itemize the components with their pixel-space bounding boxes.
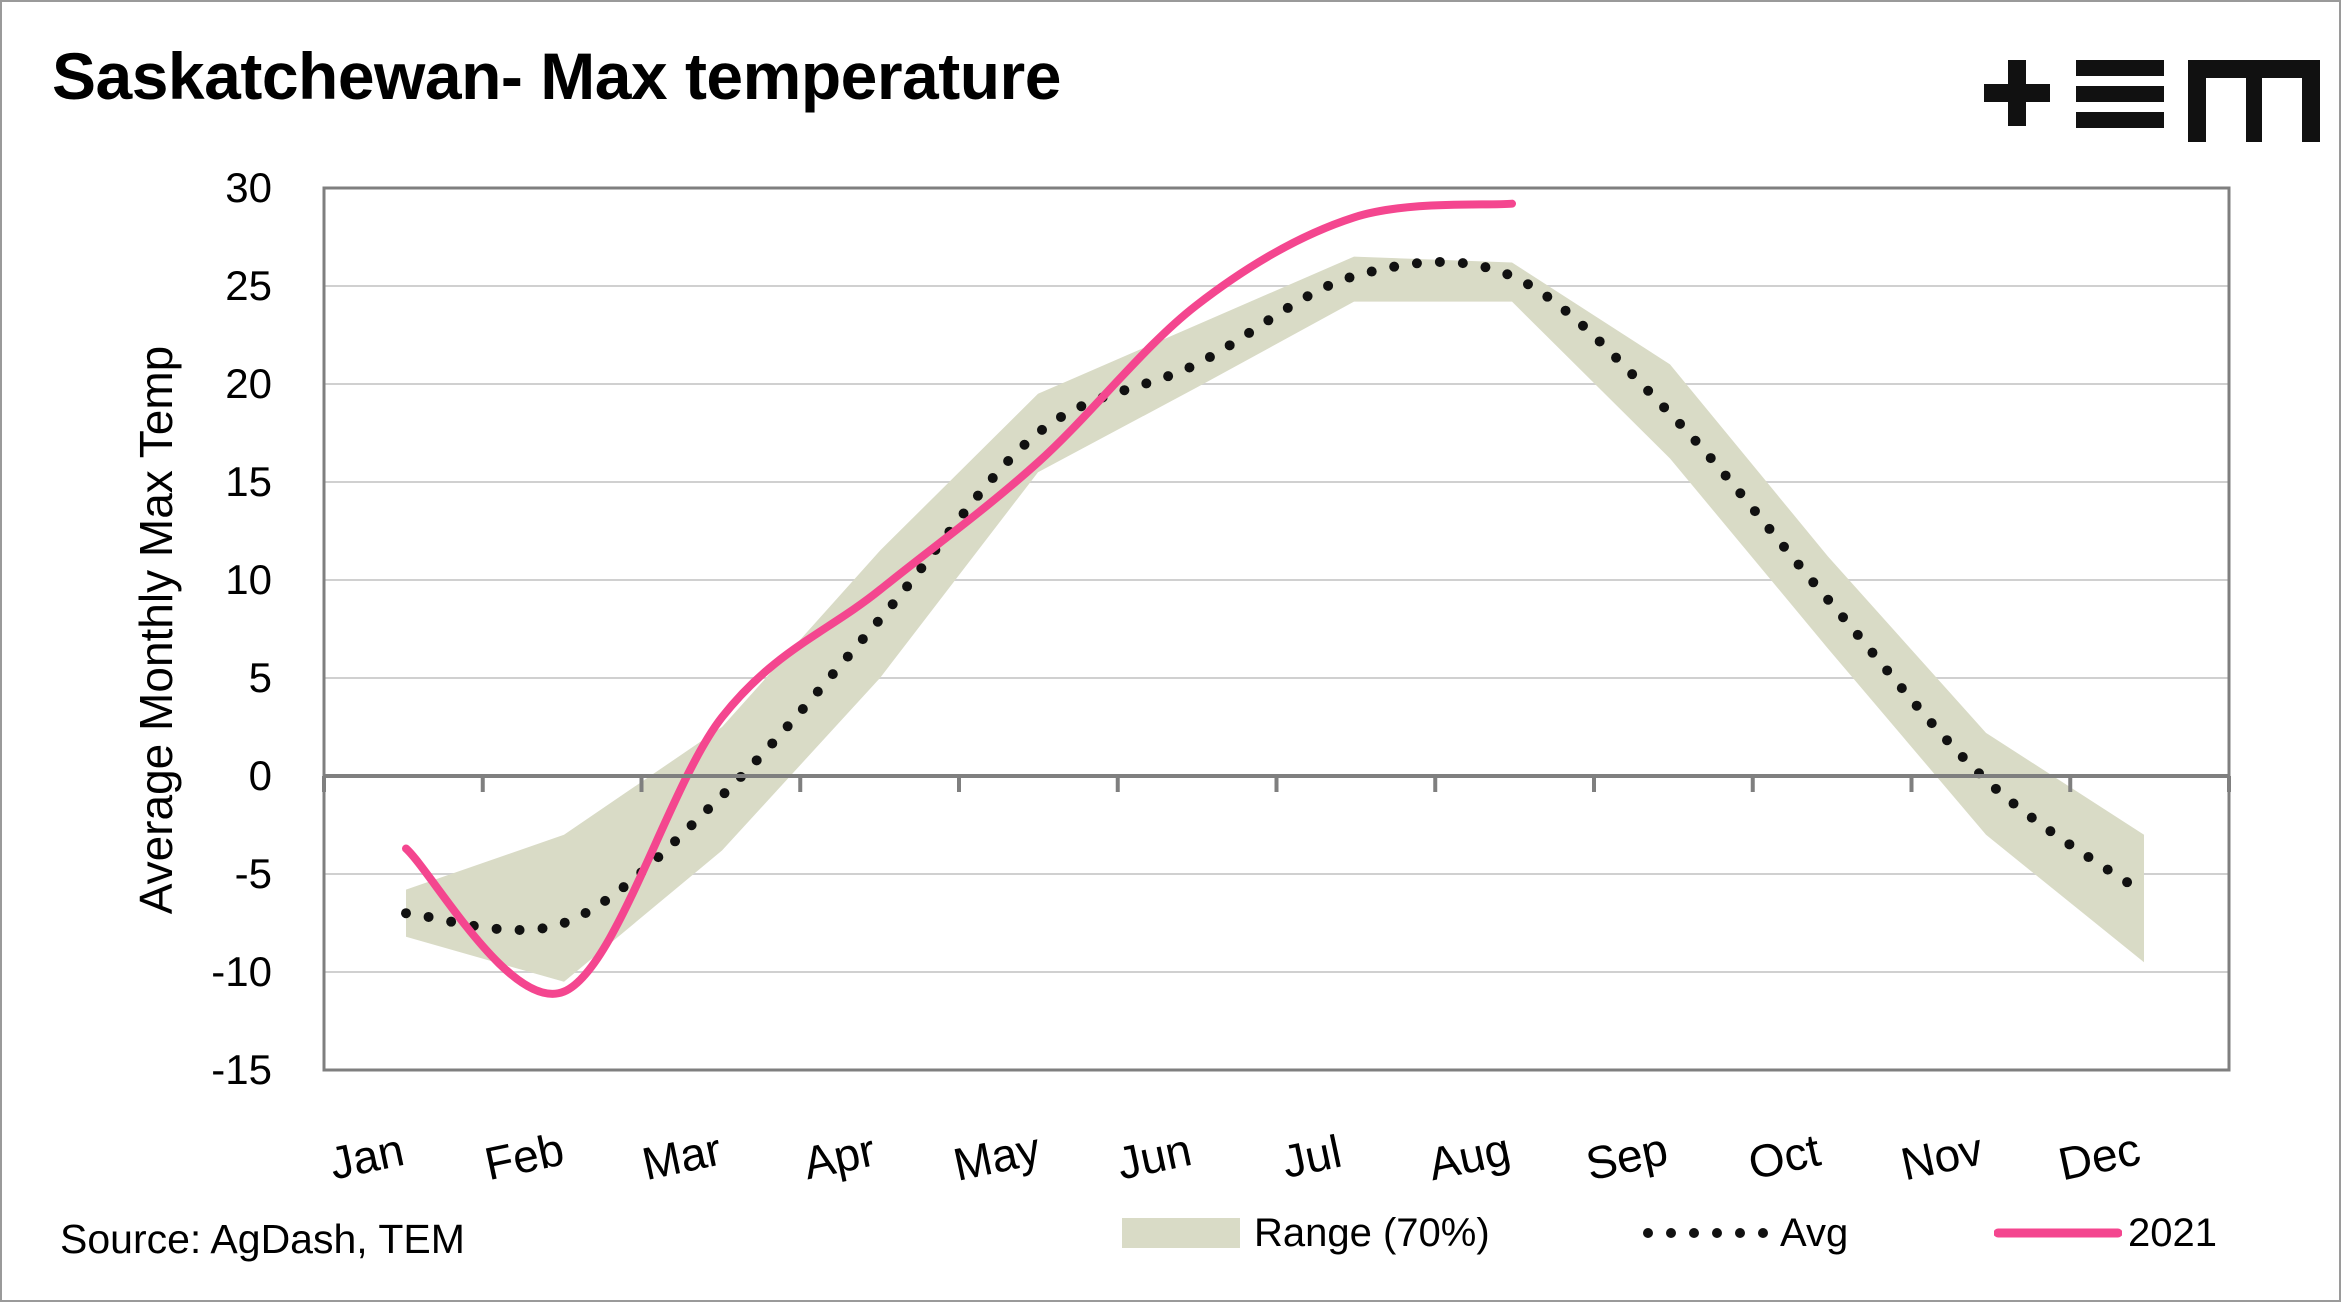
legend-range-swatch: [1122, 1218, 1240, 1248]
x-ticks: [322, 776, 2231, 792]
x-tick-label: Dec: [2054, 1122, 2145, 1190]
x-tick-label: Jun: [1112, 1123, 1195, 1189]
legend-range: Range (70%): [1122, 1208, 1490, 1258]
x-tick-label: Mar: [638, 1123, 726, 1190]
x-tick-label: Aug: [1424, 1122, 1515, 1190]
y-tick-label: 10: [225, 556, 272, 603]
legend-avg-label: Avg: [1780, 1210, 1849, 1255]
y-tick-label: -5: [235, 850, 272, 897]
y-tick-label: 0: [249, 752, 272, 799]
line-2021: [402, 199, 1516, 998]
x-tick-label: Oct: [1744, 1123, 1825, 1189]
legend-2021-label: 2021: [2128, 1210, 2217, 1255]
plot-border: [322, 186, 2231, 1072]
x-tick-label: Feb: [480, 1123, 568, 1190]
y-tick-label: 25: [225, 262, 272, 309]
y-tick-label: 5: [249, 654, 272, 701]
x-tick-label: Jan: [325, 1123, 408, 1189]
x-tick-label: Sep: [1581, 1122, 1672, 1190]
y-tick-labels: 30 25 20 15 10 5 0 -5 -10 -15: [211, 164, 272, 1093]
legend-2021: 2021: [1994, 1208, 2217, 1258]
y-tick-label: 20: [225, 360, 272, 407]
legend-avg: Avg: [1642, 1208, 1848, 1258]
range-band: [406, 256, 2144, 982]
legend-avg-swatch: [1643, 1228, 1772, 1238]
x-tick-label: Nov: [1896, 1122, 1987, 1190]
x-tick-label: Apr: [799, 1123, 880, 1189]
legend-2021-swatch: [1994, 1228, 2122, 1238]
x-tick-label: May: [949, 1122, 1045, 1191]
y-tick-label: -15: [211, 1046, 272, 1093]
y-tick-label: 15: [225, 458, 272, 505]
y-tick-label: -10: [211, 948, 272, 995]
x-tick-labels: Jan Feb Mar Apr May Jun Jul Aug Sep Oct Nov Dec: [325, 1122, 2145, 1191]
x-tick-label: Jul: [1278, 1125, 1346, 1188]
tem-logo: [1984, 60, 2320, 142]
legend-range-label: Range (70%): [1254, 1210, 1490, 1255]
y-axis-label: Average Monthly Max Temp: [130, 346, 182, 914]
y-tick-label: 30: [225, 164, 272, 211]
source-note: Source: AgDash, TEM: [60, 1216, 465, 1262]
chart-title: Saskatchewan- Max temperature: [52, 39, 1061, 113]
